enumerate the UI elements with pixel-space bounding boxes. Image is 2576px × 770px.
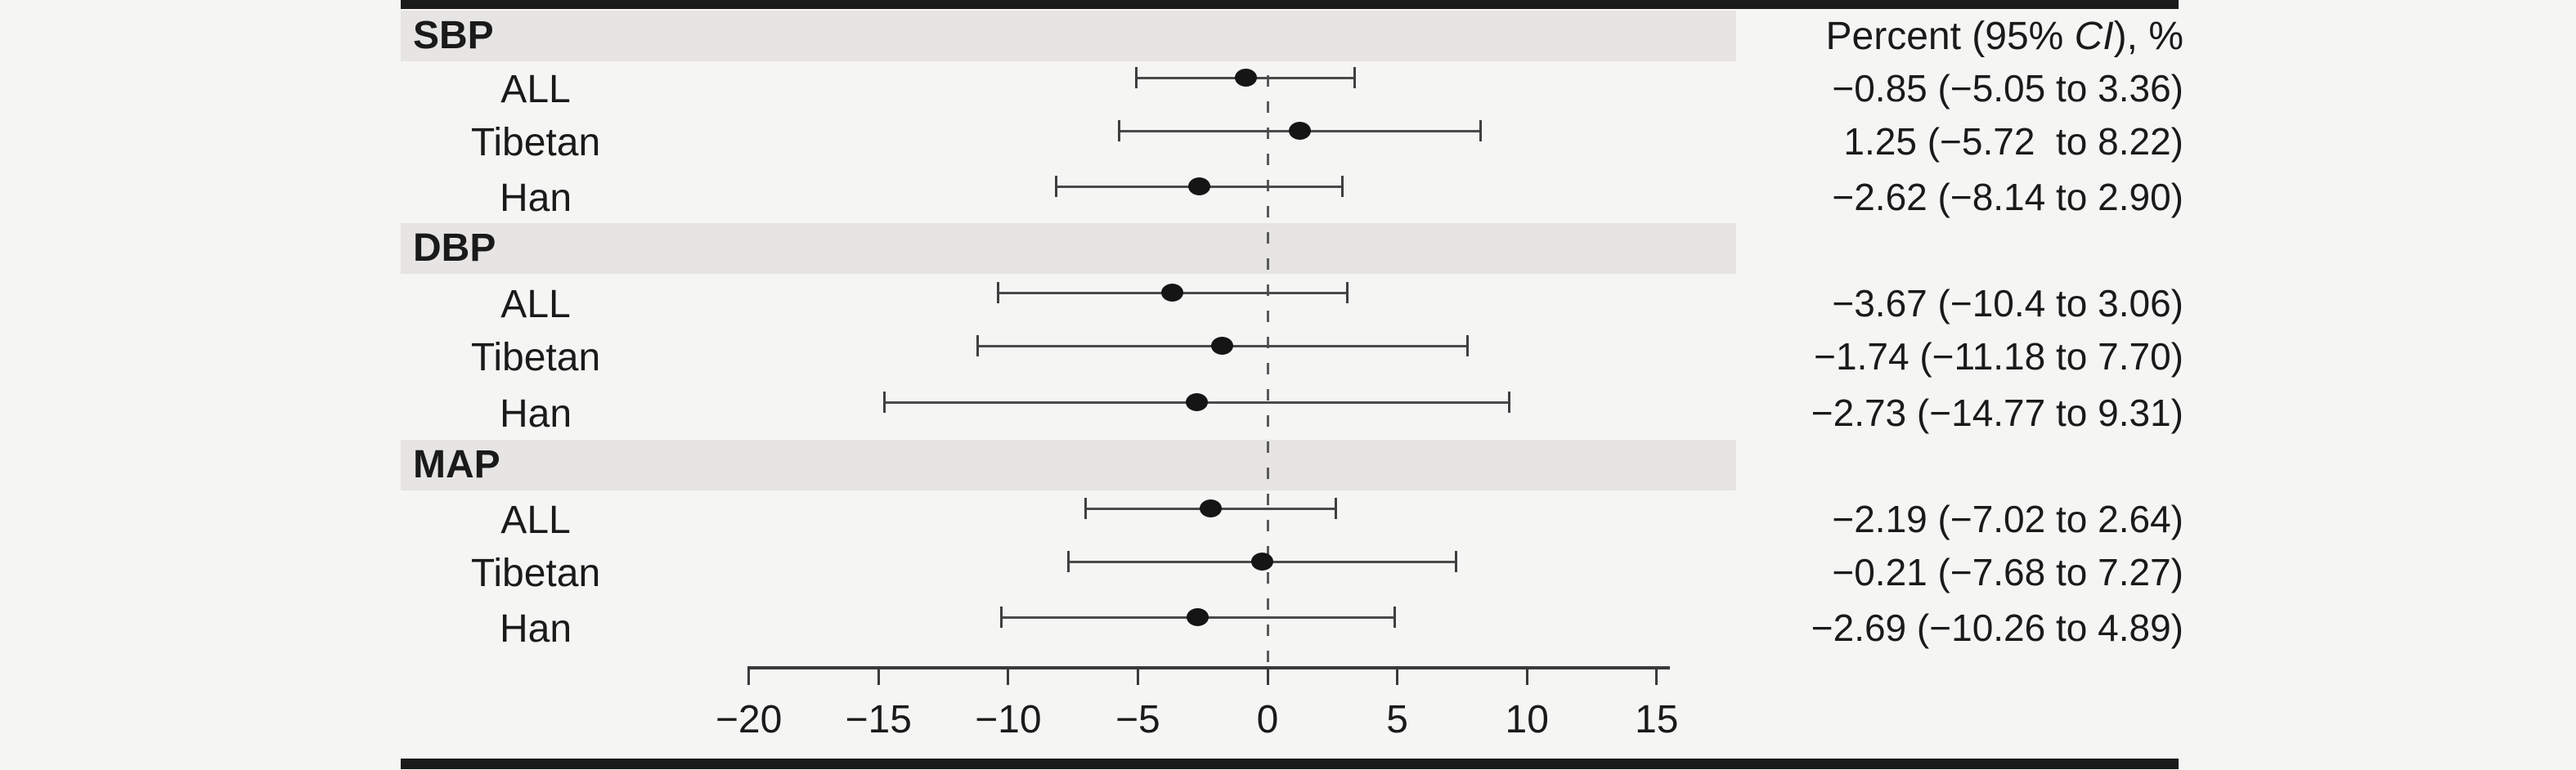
ci-cap-left <box>1118 120 1121 141</box>
point-estimate-marker <box>1211 337 1234 355</box>
axis-tick-label: −10 <box>975 698 1042 741</box>
ci-cap-right <box>1341 176 1344 197</box>
value-text: −2.62 (−8.14 to 2.90) <box>1832 176 2183 218</box>
value-text: −2.73 (−14.77 to 9.31) <box>1811 392 2183 434</box>
axis-tick-label: 5 <box>1386 698 1408 741</box>
axis-tick-label: −15 <box>845 698 912 741</box>
ci-cap-left <box>996 282 999 303</box>
value-text: −2.19 (−7.02 to 2.64) <box>1832 498 2183 540</box>
axis-tick <box>1655 668 1658 685</box>
point-estimate-marker <box>1188 177 1211 195</box>
value-text: −1.74 (−11.18 to 7.70) <box>1814 335 2183 378</box>
x-axis-line <box>747 666 1670 669</box>
row-label: ALL <box>500 283 571 326</box>
point-estimate-marker <box>1234 69 1257 87</box>
row-label: Tibetan <box>470 336 601 379</box>
axis-tick-label: 0 <box>1256 698 1279 741</box>
value-text: −0.21 (−7.68 to 7.27) <box>1832 551 2183 593</box>
axis-tick <box>747 668 751 685</box>
ci-cap-left <box>1000 607 1003 628</box>
point-estimate-marker <box>1187 608 1209 626</box>
point-estimate-marker <box>1200 499 1223 517</box>
row-label: Tibetan <box>470 121 601 164</box>
axis-tick <box>1266 668 1269 685</box>
ci-cap-left <box>1084 498 1087 519</box>
row-label: ALL <box>500 68 571 111</box>
value-text: −3.67 (−10.4 to 3.06) <box>1832 282 2183 325</box>
axis-tick <box>1525 668 1528 685</box>
value-column-header-ci: CI <box>2074 15 2114 58</box>
group-label: MAP <box>413 443 500 486</box>
value-text: −0.85 (−5.05 to 3.36) <box>1832 67 2183 110</box>
value-text: −2.69 (−10.26 to 4.89) <box>1811 607 2183 649</box>
axis-tick-label: 10 <box>1505 698 1549 741</box>
ci-cap-right <box>1479 120 1483 141</box>
point-estimate-marker <box>1289 122 1312 140</box>
zero-reference-line <box>1266 75 1269 668</box>
value-column-header-suffix: ), % <box>2113 15 2183 58</box>
point-estimate-marker <box>1161 284 1184 302</box>
ci-cap-right <box>1465 335 1469 356</box>
axis-tick <box>1136 668 1139 685</box>
group-label: SBP <box>413 14 494 57</box>
ci-cap-left <box>1055 176 1058 197</box>
point-estimate-marker <box>1250 553 1273 571</box>
row-label: Han <box>499 177 572 220</box>
ci-cap-left <box>1135 67 1138 88</box>
axis-tick-label: −20 <box>715 698 783 741</box>
axis-tick-label: 15 <box>1635 698 1679 741</box>
value-column-header: Percent (95% CI), % <box>1782 0 2184 96</box>
value-column-header-prefix: Percent (95% <box>1825 15 2075 58</box>
ci-cap-right <box>1353 67 1357 88</box>
axis-tick <box>1396 668 1399 685</box>
group-band <box>401 440 1736 490</box>
top-rule <box>401 0 2179 9</box>
row-label: Han <box>499 607 572 651</box>
axis-tick-label: −5 <box>1115 698 1160 741</box>
bottom-rule <box>401 759 2179 769</box>
point-estimate-marker <box>1185 393 1208 411</box>
row-label: ALL <box>500 499 571 542</box>
group-band <box>401 223 1736 274</box>
group-band <box>401 11 1736 61</box>
ci-cap-left <box>882 392 886 413</box>
ci-cap-right <box>1455 551 1458 572</box>
ci-cap-right <box>1335 498 1338 519</box>
ci-cap-left <box>976 335 979 356</box>
ci-cap-right <box>1393 607 1396 628</box>
row-label: Han <box>499 392 572 436</box>
row-label: Tibetan <box>470 552 601 595</box>
ci-cap-left <box>1066 551 1070 572</box>
value-text: 1.25 (−5.72 to 8.22) <box>1843 120 2183 163</box>
ci-cap-right <box>1345 282 1349 303</box>
ci-cap-right <box>1507 392 1510 413</box>
group-label: DBP <box>413 226 496 270</box>
axis-tick <box>877 668 880 685</box>
axis-tick <box>1007 668 1010 685</box>
